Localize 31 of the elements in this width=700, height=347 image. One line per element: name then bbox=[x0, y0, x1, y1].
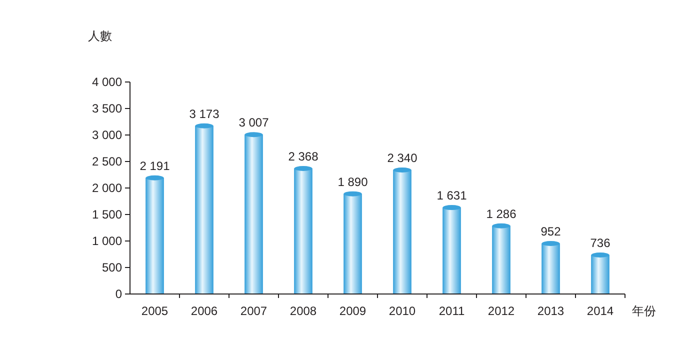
data-label: 2 191 bbox=[140, 158, 170, 173]
y-tick-label: 1 500 bbox=[92, 208, 122, 222]
data-label: 1 631 bbox=[436, 188, 468, 203]
data-label: 3 007 bbox=[238, 116, 270, 130]
x-tick-label: 2006 bbox=[190, 304, 218, 318]
data-label: 3 173 bbox=[189, 106, 220, 121]
x-tick-label: 2013 bbox=[537, 304, 564, 318]
y-tick-label: 4 000 bbox=[92, 75, 122, 89]
x-tick-label: 2007 bbox=[240, 304, 268, 318]
y-tick-label: 2 500 bbox=[92, 154, 122, 168]
data-label: 952 bbox=[540, 224, 562, 239]
y-axis-title: 人數 bbox=[88, 29, 112, 43]
x-tick-label: 2005 bbox=[141, 304, 168, 318]
x-tick-label: 2008 bbox=[290, 304, 317, 318]
x-tick-label: 2010 bbox=[388, 304, 416, 318]
data-label: 2 368 bbox=[288, 149, 319, 164]
y-tick-label: 500 bbox=[102, 260, 122, 274]
x-tick-label: 2011 bbox=[438, 304, 465, 318]
y-tick-label: 3 000 bbox=[92, 128, 122, 142]
data-label: 1 890 bbox=[338, 174, 368, 189]
y-tick-label: 0 bbox=[115, 287, 122, 301]
y-tick-label: 1 000 bbox=[92, 234, 122, 248]
x-tick-label: 2012 bbox=[488, 304, 515, 318]
data-label: 736 bbox=[590, 236, 611, 250]
y-tick-label: 2 000 bbox=[92, 181, 122, 195]
x-tick-label: 2009 bbox=[339, 304, 366, 318]
data-label: 1 286 bbox=[486, 206, 517, 221]
y-tick-label: 3 500 bbox=[92, 102, 122, 116]
data-label: 2 340 bbox=[387, 150, 418, 165]
x-tick-label: 2014 bbox=[586, 304, 614, 318]
x-axis-title: 年份 bbox=[632, 304, 656, 318]
